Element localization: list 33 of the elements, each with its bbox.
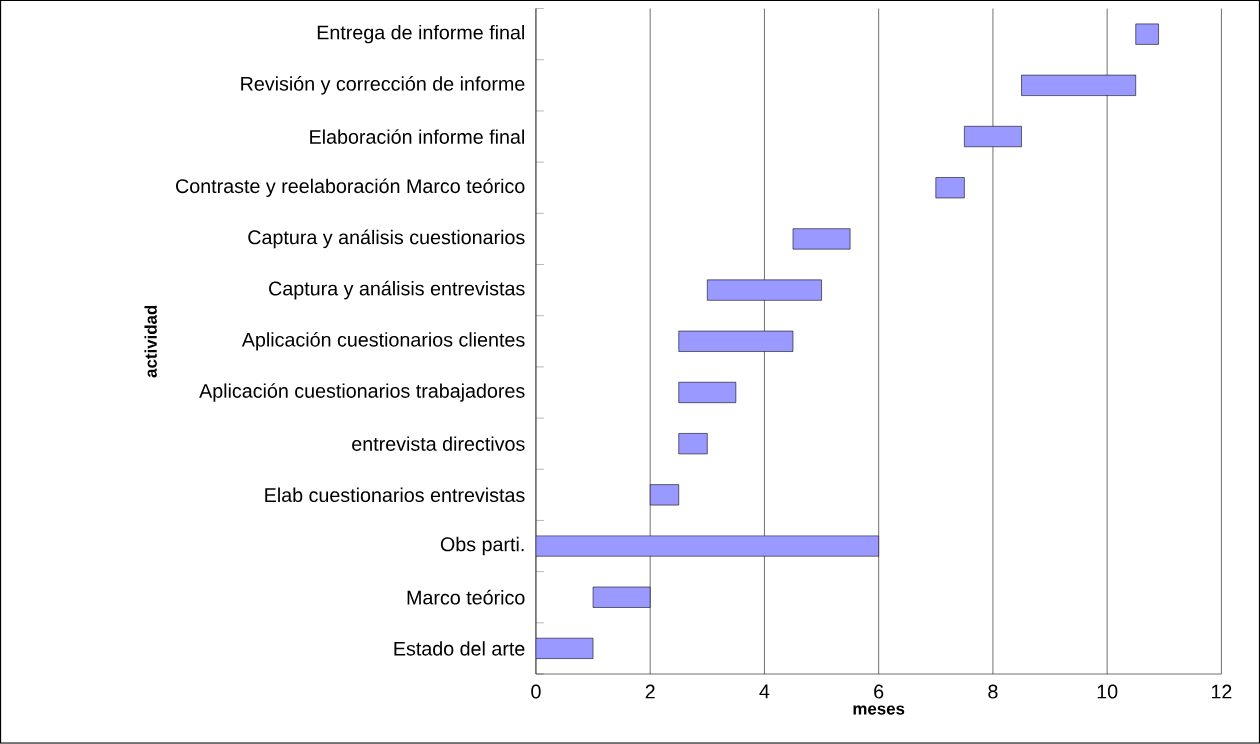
y-tick-label: Captura y análisis entrevistas [269,280,525,300]
bar [649,484,680,506]
x-tick-label: 0 [531,684,541,699]
x-tick-label: 8 [988,684,998,699]
x-tick-label: 10 [1097,684,1118,699]
y-tick-label: Revisión y corrección de informe [241,76,525,95]
y-tick-label: Captura y análisis cuestionarios [248,229,525,249]
bar [707,279,822,301]
y-tick-label: entrevista directivos [352,436,525,452]
y-tick-label: Aplicación cuestionarios trabajadores [199,383,525,402]
bar [678,382,737,404]
y-tick-label: Aplicación cuestionarios clientes [241,332,525,351]
y-axis-title: actividad [144,306,157,378]
bar [964,126,1022,148]
bar [592,586,651,608]
y-tick-label: Marco teórico [407,590,525,605]
y-tick-label: Entrega de informe final [317,25,524,44]
x-axis-title: meses [853,705,905,715]
x-tick-label: 2 [645,684,655,699]
bar [678,330,794,352]
bar [678,433,708,455]
x-tick-label: 6 [874,684,884,699]
bar [935,177,965,199]
y-tick-label: Contraste y reelaboración Marco teórico [176,178,525,198]
y-tick-label: Elaboración informe final [310,129,524,145]
x-tick-label: 12 [1211,684,1232,699]
x-tick-label: 4 [759,684,770,699]
y-tick-label: Obs parti. [440,537,524,556]
bar [792,228,851,250]
y-tick-label: Estado del arte [394,641,525,656]
bar [1135,23,1159,45]
bar [1021,75,1137,97]
y-tick-label: Elab cuestionarios entrevistas [265,487,525,503]
